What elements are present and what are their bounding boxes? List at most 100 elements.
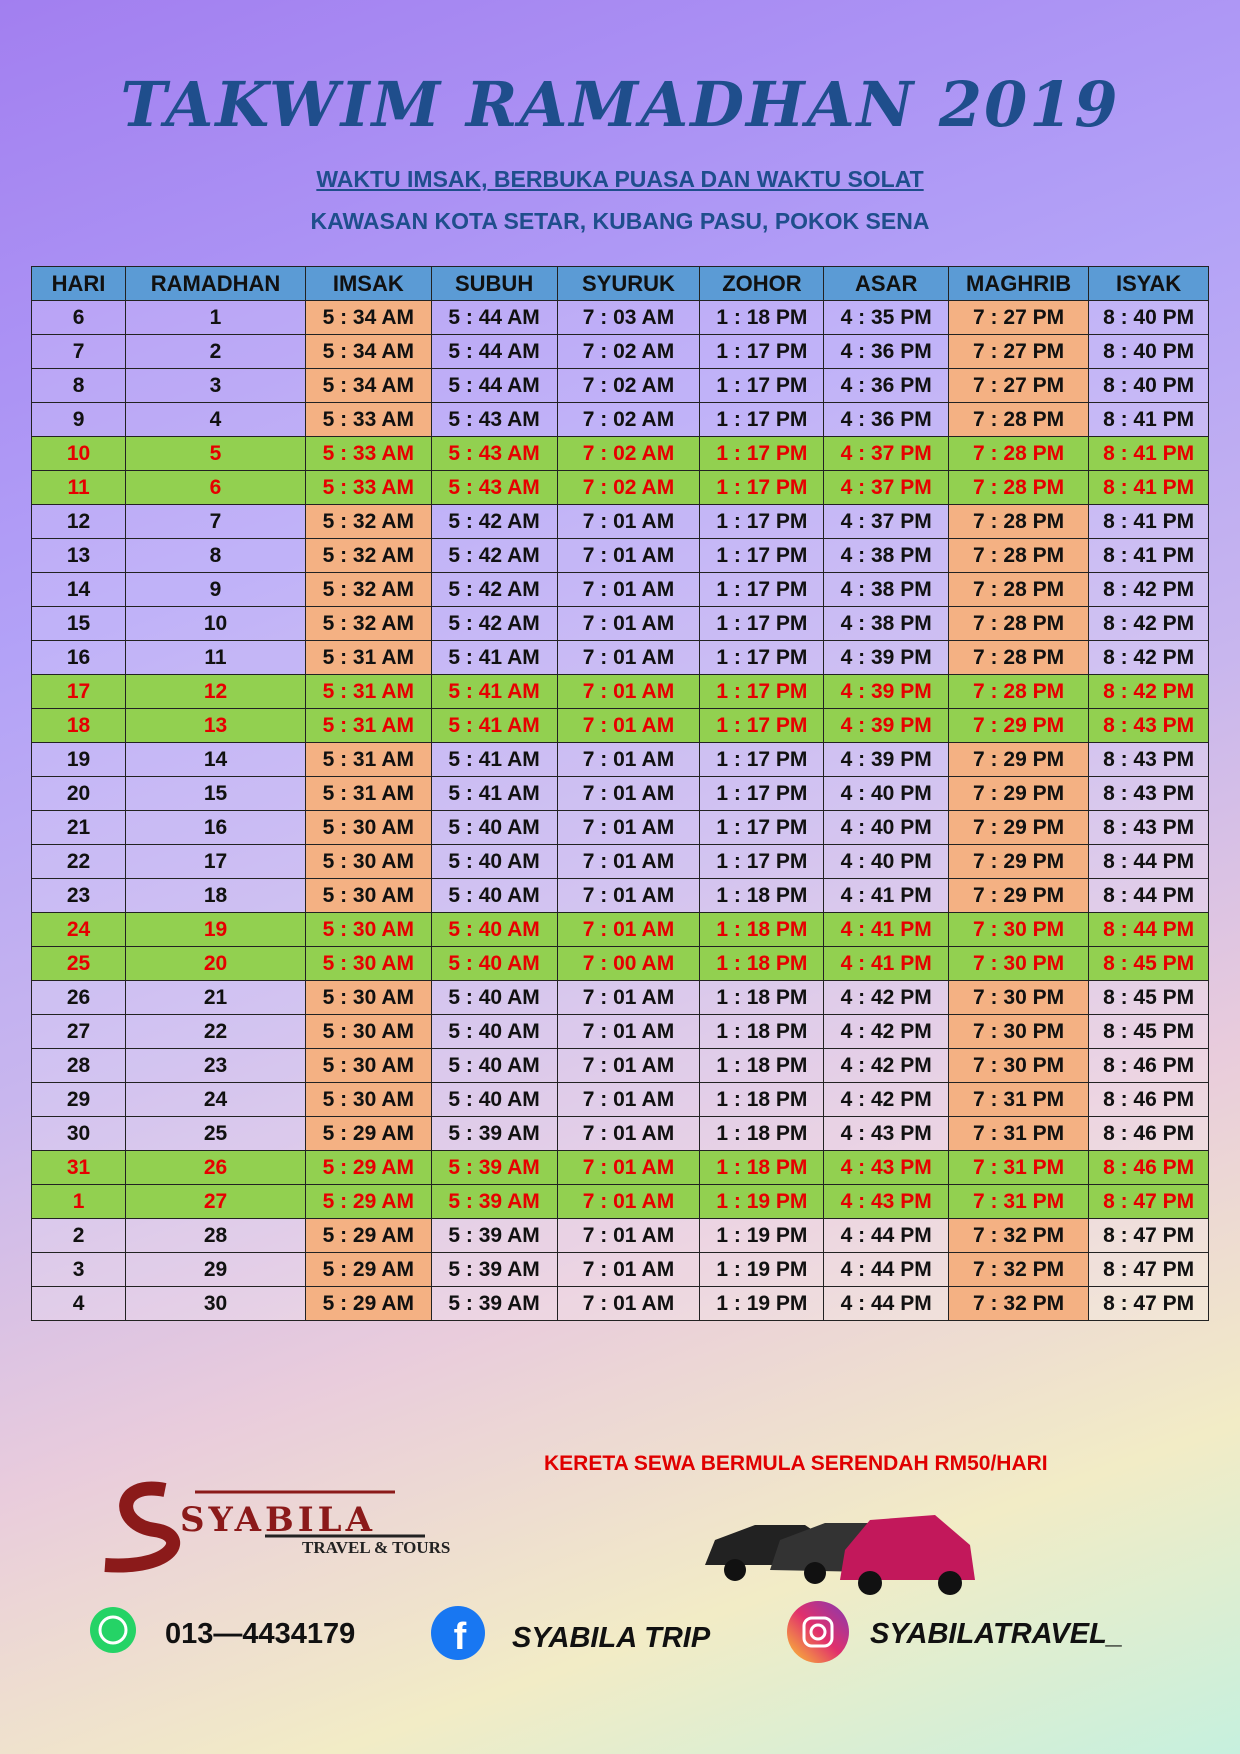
area: KAWASAN KOTA SETAR, KUBANG PASU, POKOK S… [310, 208, 930, 234]
table-cell: 8 : 45 PM [1088, 980, 1209, 1015]
table-cell: 7 : 01 AM [556, 572, 701, 607]
title: TAKWIM RAMADHAN 2019 [120, 68, 1120, 141]
table-cell: 18 [30, 708, 127, 743]
table-cell: 7 : 01 AM [556, 980, 701, 1015]
table-cell: 5 : 31 AM [304, 742, 432, 777]
table-cell: 1 : 18 PM [699, 1116, 825, 1151]
table-cell: 7 : 31 PM [947, 1150, 1090, 1185]
column-header: ASAR [823, 266, 949, 301]
table-cell: 4 [30, 1286, 127, 1321]
table-cell: 5 : 40 AM [430, 878, 558, 913]
table-cell: 8 : 41 PM [1088, 436, 1209, 471]
table-cell: 8 : 41 PM [1088, 470, 1209, 505]
column-header: MAGHRIB [947, 266, 1090, 301]
table-cell: 8 : 41 PM [1088, 538, 1209, 573]
table-cell: 4 : 42 PM [823, 1048, 949, 1083]
table-row: 29 24 5 : 30 AM 5 : 40 AM 7 : 01 AM 1 : 18 PM… [30, 1082, 1209, 1117]
table-cell: 4 : 43 PM [823, 1116, 949, 1151]
table-cell: 7 : 30 PM [947, 946, 1090, 981]
table-cell: 5 : 30 AM [304, 1082, 432, 1117]
column-header: RAMADHAN [125, 266, 306, 301]
column-header: HARI [30, 266, 127, 301]
table-cell: 8 : 43 PM [1088, 708, 1209, 743]
table-cell: 8 : 42 PM [1088, 572, 1209, 607]
table-cell: 1 : 17 PM [699, 470, 825, 505]
table-cell: 7 : 27 PM [947, 300, 1090, 335]
table-cell: 7 : 01 AM [556, 878, 701, 913]
table-row: 18 13 5 : 31 AM 5 : 41 AM 7 : 01 AM 1 : 17 PM… [30, 708, 1209, 743]
table-cell: 2 [30, 1218, 127, 1253]
table-cell: 5 : 32 AM [304, 504, 432, 539]
column-header: ZOHOR [699, 266, 825, 301]
table-cell: 8 : 46 PM [1088, 1048, 1209, 1083]
table-cell: 1 : 18 PM [699, 878, 825, 913]
table-cell: 8 : 40 PM [1088, 300, 1209, 335]
table-cell: 5 : 31 AM [304, 674, 432, 709]
table-cell: 1 : 17 PM [699, 708, 825, 743]
table-cell: 5 : 43 AM [430, 436, 558, 471]
table-cell: 7 [30, 334, 127, 369]
table-cell: 1 : 17 PM [699, 674, 825, 709]
table-cell: 7 : 31 PM [947, 1184, 1090, 1219]
table-cell: 1 : 17 PM [699, 810, 825, 845]
table-cell: 1 : 18 PM [699, 946, 825, 981]
table-cell: 1 : 17 PM [699, 776, 825, 811]
table-cell: 4 : 40 PM [823, 776, 949, 811]
table-cell: 4 : 39 PM [823, 674, 949, 709]
table-cell: 20 [125, 946, 306, 981]
table-cell: 1 : 17 PM [699, 572, 825, 607]
table-cell: 5 : 43 AM [430, 470, 558, 505]
table-cell: 30 [125, 1286, 306, 1321]
table-cell: 1 : 18 PM [699, 1048, 825, 1083]
table-cell: 15 [125, 776, 306, 811]
table-row: 14 9 5 : 32 AM 5 : 42 AM 7 : 01 AM 1 : 17 PM 4… [30, 572, 1209, 607]
table-cell: 7 : 02 AM [556, 368, 701, 403]
table-cell: 4 : 43 PM [823, 1150, 949, 1185]
table-cell: 1 : 19 PM [699, 1252, 825, 1287]
table-cell: 4 : 39 PM [823, 640, 949, 675]
table-cell: 5 : 32 AM [304, 538, 432, 573]
table-cell: 7 : 01 AM [556, 776, 701, 811]
table-cell: 24 [30, 912, 127, 947]
table-cell: 4 : 37 PM [823, 470, 949, 505]
table-cell: 1 : 17 PM [699, 606, 825, 641]
table-cell: 7 : 01 AM [556, 810, 701, 845]
column-header: IMSAK [304, 266, 432, 301]
table-cell: 4 [125, 402, 306, 437]
table-cell: 8 : 46 PM [1088, 1082, 1209, 1117]
table-cell: 4 : 36 PM [823, 334, 949, 369]
table-cell: 4 : 36 PM [823, 368, 949, 403]
table-cell: 5 : 39 AM [430, 1286, 558, 1321]
svg-text:f: f [454, 1616, 467, 1658]
table-cell: 7 : 28 PM [947, 606, 1090, 641]
facebook-icon: f [431, 1606, 485, 1660]
table-cell: 31 [30, 1150, 127, 1185]
table-cell: 7 : 32 PM [947, 1218, 1090, 1253]
table-row: 1 27 5 : 29 AM 5 : 39 AM 7 : 01 AM 1 : 19 PM 4… [30, 1184, 1209, 1219]
table-cell: 7 : 29 PM [947, 810, 1090, 845]
table-cell: 14 [30, 572, 127, 607]
table-cell: 4 : 41 PM [823, 912, 949, 947]
table-cell: 4 : 44 PM [823, 1286, 949, 1321]
table-cell: 5 : 34 AM [304, 300, 432, 335]
table-cell: 4 : 38 PM [823, 606, 949, 641]
whatsapp-icon [90, 1607, 136, 1653]
table-cell: 5 : 39 AM [430, 1116, 558, 1151]
table-cell: 1 : 17 PM [699, 402, 825, 437]
table-cell: 7 : 28 PM [947, 436, 1090, 471]
table-cell: 5 : 33 AM [304, 436, 432, 471]
table-cell: 7 : 29 PM [947, 878, 1090, 913]
table-row: 3 29 5 : 29 AM 5 : 39 AM 7 : 01 AM 1 : 19 PM 4… [30, 1252, 1209, 1287]
table-cell: 12 [30, 504, 127, 539]
table-cell: 21 [125, 980, 306, 1015]
table-cell: 7 : 01 AM [556, 1150, 701, 1185]
table-cell: 7 : 02 AM [556, 402, 701, 437]
table-cell: 1 [30, 1184, 127, 1219]
table-cell: 1 : 18 PM [699, 912, 825, 947]
table-cell: 13 [125, 708, 306, 743]
table-row: 23 18 5 : 30 AM 5 : 40 AM 7 : 01 AM 1 : 18 PM… [30, 878, 1209, 913]
table-cell: 5 : 42 AM [430, 538, 558, 573]
table-cell: 2 [125, 334, 306, 369]
table-cell: 27 [30, 1014, 127, 1049]
